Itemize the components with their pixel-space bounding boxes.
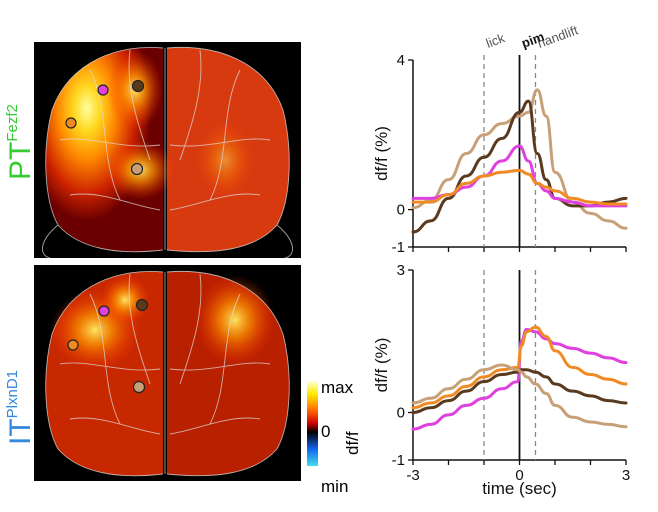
activity-hotspot (195, 275, 275, 365)
colorbar-gradient (307, 381, 318, 466)
cortical-area-outlines (42, 46, 293, 259)
series-line (411, 368, 628, 414)
x-axis-label: time (sec) (482, 479, 557, 498)
series-line (411, 88, 628, 230)
x-tick-label: 3 (622, 467, 630, 484)
series-line (411, 325, 628, 410)
roi-marker-magenta (97, 84, 109, 96)
colorbar: max 0 min df/f (307, 378, 362, 496)
y-tick-label: 0 (397, 202, 405, 219)
roi-marker-dark-brown (135, 298, 149, 312)
series-line (411, 168, 628, 206)
x-tick-label: 0 (515, 467, 523, 484)
brain-map-it (34, 265, 301, 481)
roi-marker-tan (132, 380, 146, 394)
event-label: handlift (535, 22, 580, 51)
event-label: pim (519, 29, 546, 51)
event-label: lick (484, 30, 507, 51)
roi-marker-dark-brown (131, 79, 145, 93)
y-tick-label: 3 (397, 262, 405, 279)
roi-marker-magenta (98, 305, 110, 317)
y-tick-label: -1 (392, 239, 405, 256)
y-tick-label: 4 (397, 52, 405, 69)
panel-label-it: ITPlxnD1 (4, 370, 37, 445)
y-tick-label: -1 (392, 452, 405, 469)
y-axis-label: df/f (%) (372, 338, 391, 393)
colorbar-min-label: min (321, 477, 348, 496)
series-line (411, 363, 628, 429)
colorbar-zero-label: 0 (321, 422, 330, 441)
y-tick-label: 0 (397, 405, 405, 422)
trace-chart-it: 3 0 -1-3 0 3 df/f (%) time (sec) (372, 262, 630, 498)
panel-label-pt: PTFezf2 (4, 104, 37, 180)
brain-map-pt (34, 42, 301, 259)
x-tick-label: -3 (406, 467, 419, 484)
roi-marker-orange (65, 117, 77, 129)
y-axis-label: df/f (%) (372, 126, 391, 181)
roi-marker-tan (130, 162, 144, 176)
cortical-area-outlines (45, 270, 290, 477)
colorbar-max-label: max (321, 378, 354, 397)
activity-hotspot (100, 275, 150, 325)
colorbar-unit-label: df/f (343, 431, 362, 455)
roi-marker-orange (67, 339, 79, 351)
